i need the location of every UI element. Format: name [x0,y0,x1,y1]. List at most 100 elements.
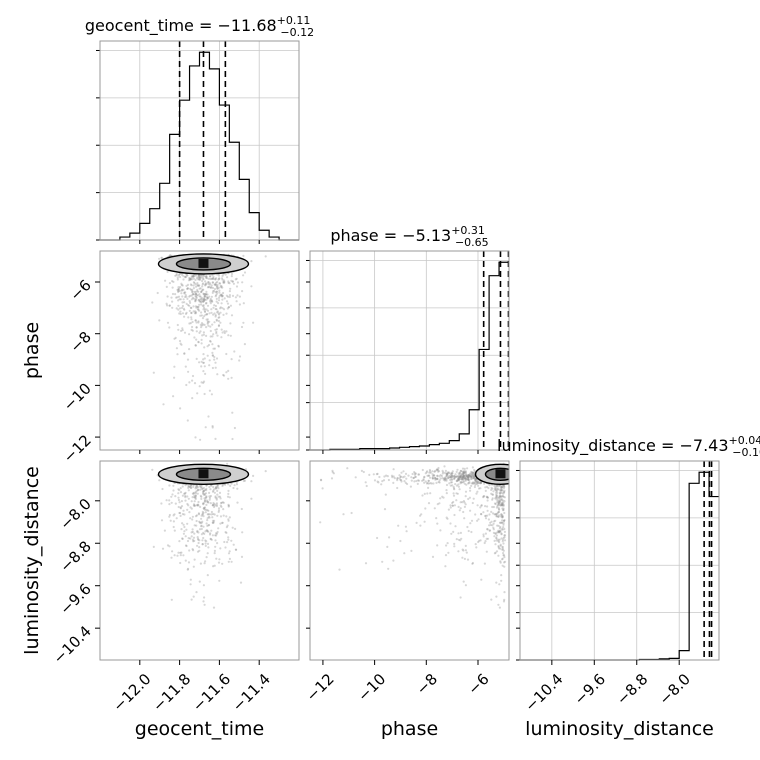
sample-point [214,283,217,286]
sample-point [216,283,219,286]
x-tick-label: −8.8 [613,670,651,708]
sample-point [426,492,429,495]
sample-point [458,476,461,479]
histogram-step-phase [310,261,509,451]
sample-point [178,298,181,301]
sample-point [499,487,502,490]
sample-point [205,496,208,499]
sample-point [202,536,205,540]
sample-point [503,489,506,492]
sample-point [199,505,202,508]
sample-point [214,307,217,311]
sample-point [492,531,495,535]
sample-point [477,482,480,485]
sample-point [462,580,465,583]
sample-point [215,285,218,288]
sample-point [236,294,239,297]
sample-point [464,584,467,587]
sample-point [220,286,223,289]
sample-point [452,492,455,495]
sample-point [194,496,197,499]
sample-point [495,506,498,509]
sample-point [431,474,434,477]
sample-point [319,478,323,481]
sample-point [442,471,445,474]
sample-point [198,278,201,281]
sample-point [214,328,217,331]
sample-point [467,476,470,479]
sample-point [206,552,209,555]
sample-point [209,300,212,303]
sample-point [185,273,189,277]
sample-point [198,293,201,296]
sample-point [184,275,187,278]
sample-point [205,275,208,278]
sample-point [486,537,490,540]
sample-point [202,278,205,281]
sample-point [188,295,191,298]
sample-point [207,343,211,347]
sample-point [212,485,215,489]
sample-point [450,532,453,535]
sample-point [346,467,349,470]
sample-point [243,343,246,346]
sample-point [443,479,446,482]
sample-point [431,473,434,476]
sample-point [451,504,454,507]
sample-point [405,530,408,533]
sample-point [229,304,232,307]
sample-point [213,304,216,307]
sample-point [227,334,230,337]
sample-point [191,538,194,541]
sample-point [503,598,506,601]
title-minus: −0.65 [455,236,489,249]
sample-point [204,492,208,495]
sample-point [461,478,464,481]
sample-point [501,521,504,524]
y-tick-label: −8 [66,328,94,356]
sample-point [444,476,447,479]
sample-point [397,524,400,527]
sample-point [458,509,461,512]
sample-point [362,470,365,474]
sample-point [460,474,463,477]
sample-point [204,530,207,533]
sample-point [483,482,486,485]
sample-point [205,301,208,305]
sample-point [447,472,450,475]
sample-point [365,484,368,488]
sample-point [196,276,199,279]
sample-point [252,321,255,324]
sample-point [421,494,424,497]
sample-point [204,283,207,286]
panel-frame [309,250,510,451]
sample-point [173,513,176,516]
sample-point [498,531,501,534]
sample-point [185,284,188,287]
sample-point [494,532,497,536]
sample-point [191,518,194,521]
sample-point [210,513,213,516]
sample-point [413,472,417,475]
sample-point [464,479,467,482]
sample-point [498,500,501,503]
sample-point [203,497,206,500]
sample-point [206,530,209,533]
sample-point [240,325,244,329]
title-plus: +0.04 [729,434,760,447]
sample-point [264,470,267,473]
sample-point [208,498,211,501]
sample-point [202,490,205,493]
sample-point [185,544,188,548]
sample-point [188,300,191,303]
sample-point [222,374,226,377]
sample-point [482,495,485,498]
sample-point [230,314,234,317]
sample-point [502,519,506,522]
sample-point [187,486,190,489]
sample-point [202,304,205,307]
sample-point [463,474,466,477]
sample-point [193,290,196,294]
sample-point [180,329,183,332]
sample-point [208,513,211,516]
